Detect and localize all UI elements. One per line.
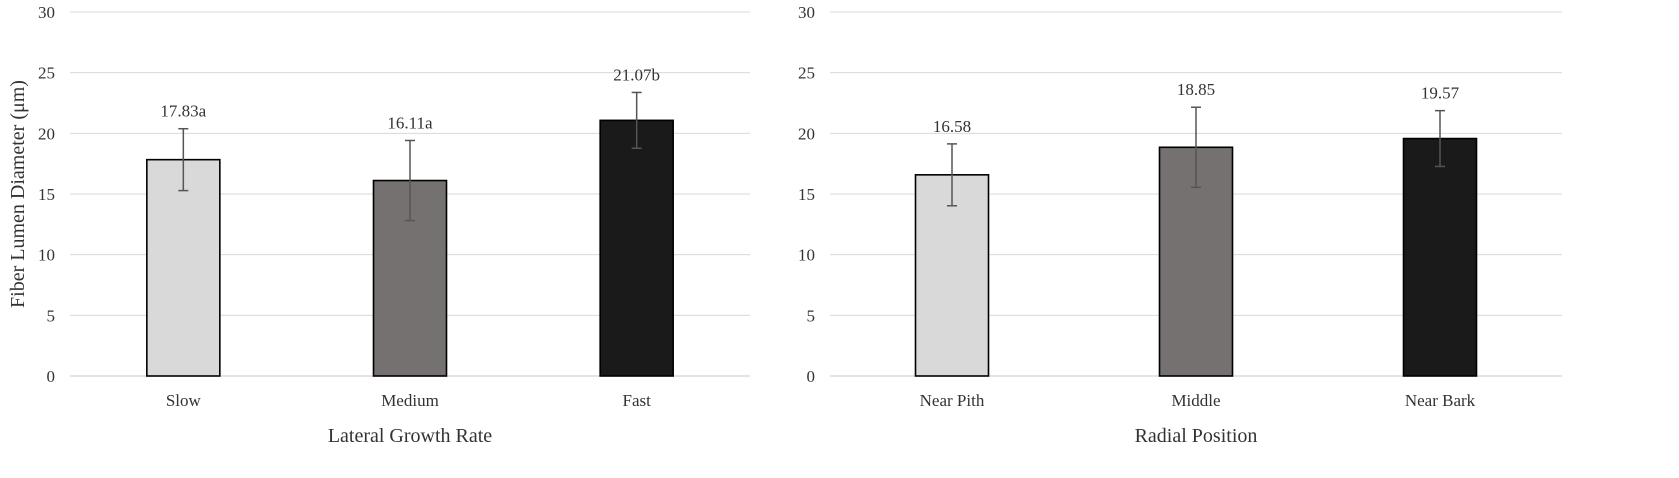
panel-radial-position: 0 5 10 15 20 25 30 16.58 Near Pith 18.85 Middle 19.…	[798, 3, 1562, 447]
y-tick-label: 25	[798, 64, 815, 83]
y-tick-label: 10	[38, 246, 55, 265]
y-tick-label: 0	[807, 367, 816, 386]
x-axis-title: Lateral Growth Rate	[328, 425, 492, 447]
data-label: 16.11a	[387, 113, 433, 132]
data-label: 21.07b	[613, 65, 660, 84]
x-tick-label: Slow	[166, 391, 202, 410]
y-tick-label: 20	[798, 124, 815, 143]
x-tick-label: Near Pith	[920, 391, 985, 410]
y-tick-label: 20	[38, 124, 55, 143]
x-axis-title: Radial Position	[1135, 425, 1258, 447]
bar	[146, 158, 221, 377]
y-tick-label: 25	[38, 64, 55, 83]
y-tick-label: 15	[798, 185, 815, 204]
y-tick-label: 5	[807, 306, 816, 325]
y-tick-label: 5	[47, 306, 56, 325]
y-axis-title: Fiber Lumen Diameter (μm)	[7, 80, 29, 308]
bar	[1402, 137, 1478, 377]
x-tick-label: Near Bark	[1405, 391, 1476, 410]
x-tick-label: Fast	[622, 391, 651, 410]
y-tick-label: 30	[798, 3, 815, 22]
data-label: 16.58	[933, 117, 971, 136]
data-label: 19.57	[1421, 84, 1460, 103]
y-tick-label: 0	[47, 367, 56, 386]
bar	[1158, 146, 1234, 377]
y-tick-label: 30	[38, 3, 55, 22]
x-tick-label: Medium	[381, 391, 439, 410]
bar	[914, 174, 990, 377]
panel-lateral-growth-rate: 0 5 10 15 20 25 30 17.83a Slow 16.11a Medium 21.07b…	[7, 3, 750, 447]
data-label: 17.83a	[160, 102, 206, 121]
x-tick-label: Middle	[1171, 391, 1220, 410]
y-tick-label: 15	[38, 185, 55, 204]
bar	[599, 119, 674, 377]
data-label: 18.85	[1177, 80, 1215, 99]
y-tick-label: 10	[798, 246, 815, 265]
